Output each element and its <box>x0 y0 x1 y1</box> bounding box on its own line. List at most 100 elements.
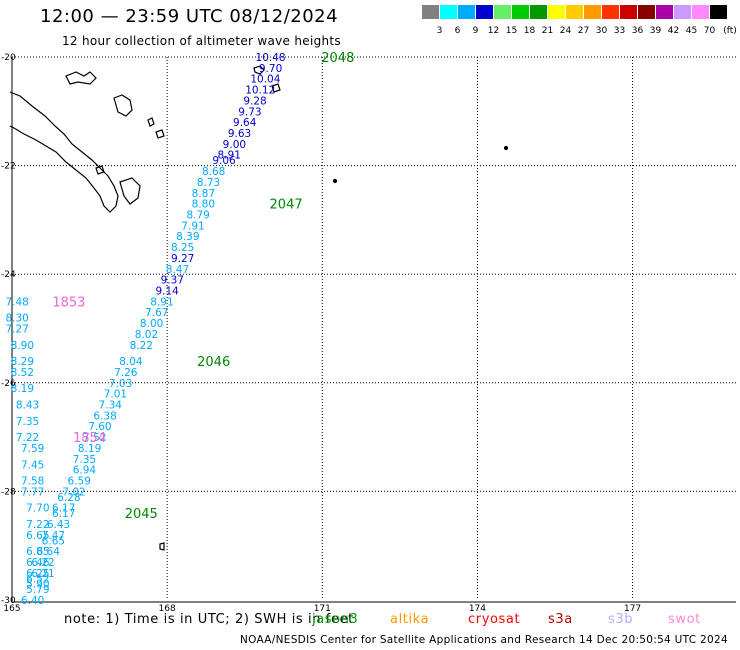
wave-height-value: 8.90 <box>11 340 34 352</box>
wave-height-value: 6.25 <box>26 568 49 580</box>
legend-swatch <box>530 5 547 19</box>
wave-height-value: 7.47 <box>42 530 65 542</box>
legend-label: 27 <box>577 26 590 36</box>
wave-height-value: 8.39 <box>176 231 199 243</box>
lon-tick-label: 165 <box>3 604 20 614</box>
wave-height-value: 9.06 <box>212 155 236 167</box>
wave-height-value: 6.43 <box>47 519 70 531</box>
wave-height-value: 6.52 <box>26 573 49 585</box>
legend-label: 21 <box>541 26 554 36</box>
wave-height-value: 8.25 <box>171 242 194 254</box>
islet-h <box>332 178 338 184</box>
wave-height-value: 9.14 <box>155 285 179 297</box>
legend-label: 39 <box>649 26 662 36</box>
wave-height-value: 8.91 <box>218 150 241 162</box>
satellite-label-s3a: s3a <box>548 612 573 627</box>
islet-f <box>159 542 165 551</box>
wave-height-value: 10.04 <box>250 74 280 86</box>
legend-swatch <box>476 5 493 19</box>
pass-id-label: 2046 <box>197 355 230 370</box>
lat-tick-label: -30 <box>1 596 16 606</box>
pass-id-label: 1854 <box>73 431 106 446</box>
wave-height-value: 9.73 <box>238 106 261 118</box>
wave-height-value: 7.01 <box>104 389 127 401</box>
legend-swatch <box>494 5 511 19</box>
pass-id-label: 1853 <box>52 295 85 310</box>
loyalty-island-1 <box>113 94 133 117</box>
wave-height-value: 6.65 <box>42 535 65 547</box>
wave-height-value: 7.91 <box>181 220 204 232</box>
legend-swatch <box>602 5 619 19</box>
legend-label: 33 <box>613 26 626 36</box>
legend-swatch <box>620 5 637 19</box>
wave-height-value: 6.21 <box>31 568 54 580</box>
legend-swatch <box>422 5 439 19</box>
wave-height-value: 8.04 <box>119 356 143 368</box>
wave-height-value: 8.22 <box>130 340 153 352</box>
satellite-label-altika: altika <box>390 612 430 627</box>
wave-height-value: 6.40 <box>21 595 44 607</box>
wave-height-value: 7.67 <box>145 307 168 319</box>
wave-height-value: 8.29 <box>11 356 34 368</box>
wave-height-value: 9.70 <box>259 63 282 75</box>
wave-height-value: 8.02 <box>135 329 158 341</box>
wave-height-value: 6.17 <box>52 508 75 520</box>
new-caledonia-outline <box>9 91 119 213</box>
legend-unit: (ft) <box>723 26 737 36</box>
legend-label: 45 <box>685 26 698 36</box>
wave-height-value: 7.26 <box>114 367 138 379</box>
loyalty-island-2 <box>119 177 141 205</box>
legend-label: 15 <box>505 26 518 36</box>
wave-height-value: 9.00 <box>223 139 246 151</box>
credit-line: NOAA/NESDIS Center for Satellite Applica… <box>240 634 728 646</box>
wave-height-value: 8.19 <box>11 383 34 395</box>
legend-swatch <box>458 5 475 19</box>
wave-height-value: 8.79 <box>186 209 209 221</box>
wave-height-value: 8.52 <box>11 367 34 379</box>
legend-swatch <box>656 5 673 19</box>
pass-id-label: 2047 <box>270 198 303 213</box>
lon-tick-label: 177 <box>624 604 641 614</box>
page-title: 12:00 — 23:59 UTC 08/12/2024 <box>40 6 339 27</box>
lat-tick-label: -20 <box>1 53 16 63</box>
wave-height-value: 7.60 <box>88 421 111 433</box>
wave-height-value: 8.87 <box>192 188 215 200</box>
legend-swatch <box>674 5 691 19</box>
wave-height-value: 6.22 <box>31 557 54 569</box>
legend-swatch <box>710 5 727 19</box>
grid-lines <box>12 56 736 600</box>
wave-height-value: 7.58 <box>21 476 44 488</box>
wave-height-value: 7.59 <box>21 443 44 455</box>
wave-height-value: 6.28 <box>57 492 80 504</box>
wave-height-value: 6.17 <box>52 503 75 515</box>
wave-height-value: 8.30 <box>5 313 28 325</box>
coastline <box>9 65 509 551</box>
legend-label: 36 <box>631 26 644 36</box>
wave-height-value: 7.34 <box>99 400 123 412</box>
lon-tick-label: 168 <box>159 604 176 614</box>
wave-height-value: 7.35 <box>73 454 96 466</box>
wave-height-value: 9.27 <box>171 253 194 265</box>
satellite-label-swot: swot <box>668 612 701 627</box>
legend-label: 3 <box>436 26 443 36</box>
footer-note: note: 1) Time is in UTC; 2) SWH is in fe… <box>64 612 354 627</box>
legend-swatch <box>512 5 529 19</box>
wave-height-value: 5.79 <box>26 584 49 596</box>
islet-g <box>503 145 509 151</box>
satellite-label-cryosat: cryosat <box>468 612 521 627</box>
wave-height-value: 6.64 <box>37 546 61 558</box>
wave-height-value: 7.22 <box>26 519 49 531</box>
satellite-label-s3b: s3b <box>608 612 634 627</box>
wave-height-value: 6.38 <box>93 410 116 422</box>
wave-height-value: 7.48 <box>5 296 28 308</box>
wave-height-value: 7.52 <box>83 432 106 444</box>
loyalty-island-3 <box>65 71 97 85</box>
lon-tick-label: 174 <box>469 604 486 614</box>
pass-labels: 2048 2047 2046 2045 1853 1854 <box>52 51 354 522</box>
islet-c <box>253 65 265 75</box>
legend-label: 30 <box>595 26 608 36</box>
wave-height-value: 8.47 <box>166 264 189 276</box>
wave-height-value: 8.68 <box>202 166 225 178</box>
legend-swatch <box>638 5 655 19</box>
